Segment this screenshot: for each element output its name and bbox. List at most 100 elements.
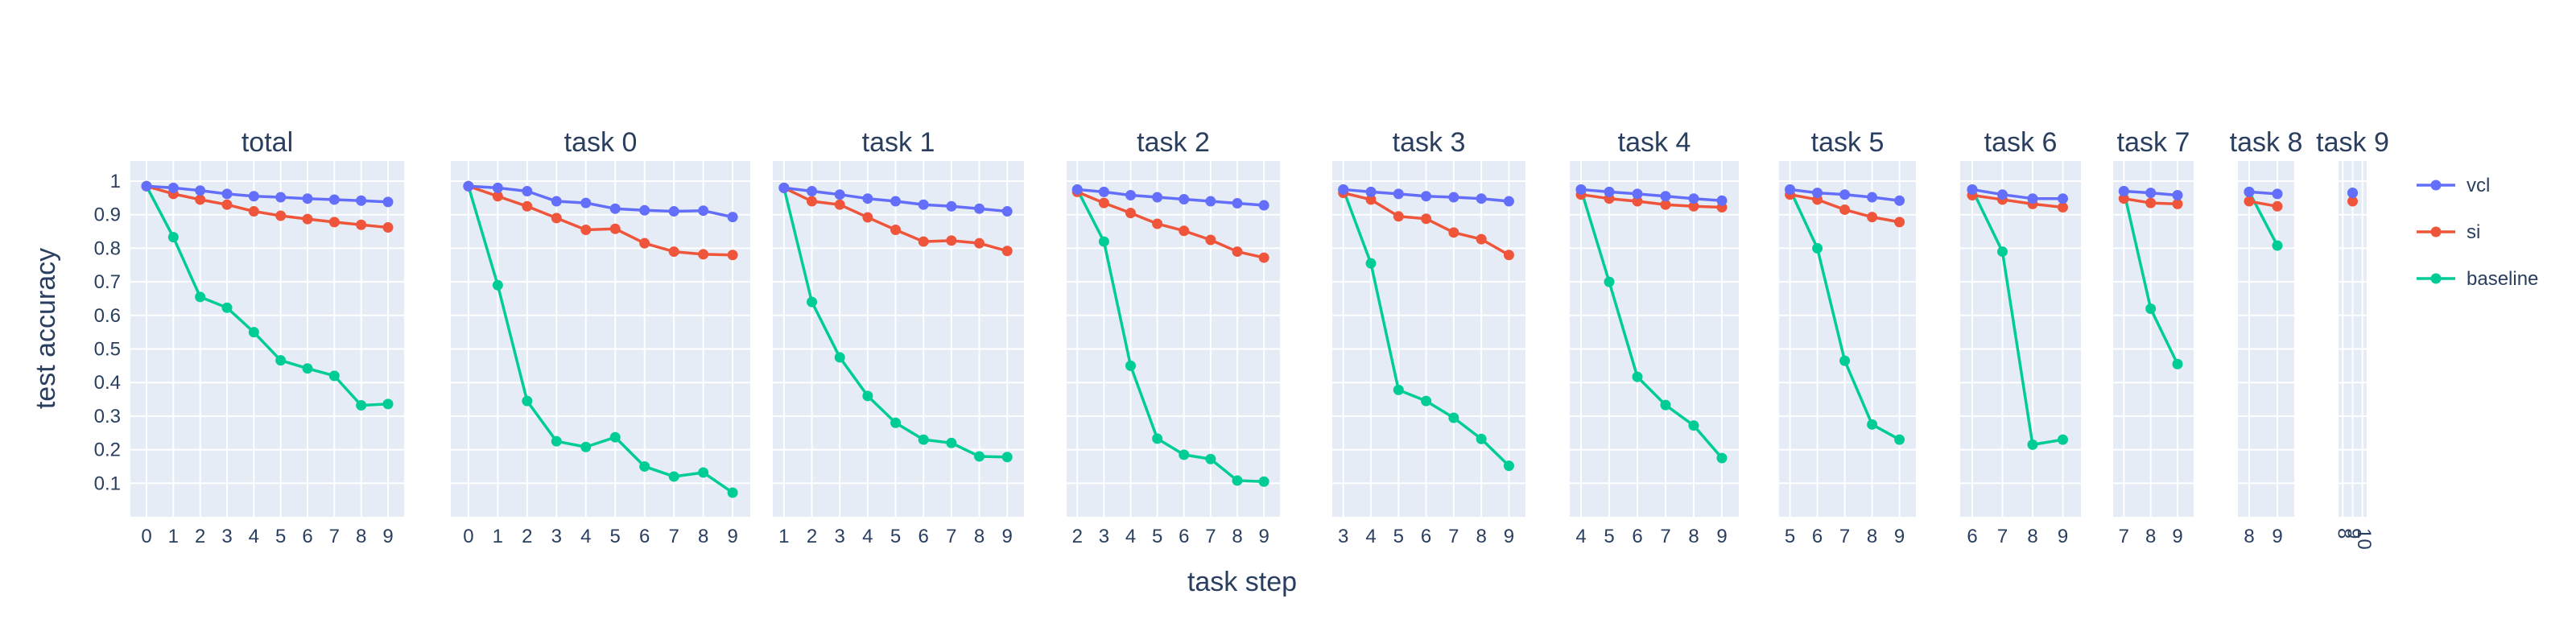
panel-5: 4 5 6 7 8 9 task 4	[1570, 127, 1739, 547]
panel-9: 8 9 task 8	[2230, 127, 2303, 547]
legend-item-baseline[interactable]: baseline	[2417, 268, 2538, 290]
data-point-vcl	[1967, 184, 1978, 195]
data-point-si	[2058, 202, 2068, 213]
data-point-vcl	[1125, 190, 1136, 201]
data-point-baseline	[609, 431, 621, 443]
data-point-vcl	[1785, 184, 1796, 195]
x-tick-label: 5	[1604, 526, 1614, 547]
panel-title: task 9	[2316, 127, 2389, 158]
data-point-si	[492, 191, 503, 202]
data-point-vcl	[1867, 192, 1878, 203]
data-point-baseline	[2145, 303, 2157, 314]
panel-title: task 3	[1393, 127, 1466, 158]
y-tick-label: 0.2	[94, 440, 121, 461]
data-point-si	[1894, 217, 1905, 228]
data-point-baseline	[1716, 452, 1728, 464]
data-point-baseline	[302, 363, 313, 374]
y-tick-label: 1	[110, 171, 121, 192]
data-point-si	[356, 219, 367, 230]
x-tick-label: 7	[329, 526, 340, 547]
data-point-baseline	[698, 467, 709, 478]
data-point-si	[639, 237, 650, 249]
data-point-vcl	[698, 205, 709, 217]
data-point-vcl	[1716, 195, 1728, 206]
data-point-si	[1448, 227, 1459, 238]
data-point-baseline	[382, 398, 394, 410]
data-point-vcl	[1448, 192, 1459, 203]
data-point-vcl	[918, 199, 929, 210]
data-point-vcl	[890, 196, 902, 207]
y-tick-label: 0.7	[94, 271, 121, 293]
data-point-si	[1152, 218, 1163, 229]
x-tick-label: 3	[1099, 526, 1109, 547]
data-point-si	[328, 217, 340, 228]
data-point-vcl	[551, 196, 562, 207]
x-tick-label: 2	[195, 526, 205, 547]
data-point-vcl	[1071, 184, 1083, 195]
data-point-vcl	[1476, 193, 1487, 204]
series-line-si	[1971, 193, 2063, 209]
data-point-baseline	[1365, 258, 1377, 269]
x-tick-label: 9	[1894, 526, 1905, 547]
x-tick-label: 1	[168, 526, 179, 547]
x-tick-label: 6	[302, 526, 312, 547]
plot-background	[451, 161, 750, 517]
data-point-si	[1632, 196, 1643, 207]
data-point-vcl	[1365, 186, 1377, 197]
data-point-si	[918, 236, 929, 247]
legend: vcl si baseline	[2417, 175, 2538, 290]
x-tick-label: 9	[1716, 526, 1727, 547]
legend-item-si[interactable]: si	[2417, 221, 2480, 243]
y-tick-label: 0.9	[94, 204, 121, 226]
x-tick-label: 8	[1688, 526, 1699, 547]
panel-8: 7 8 9 task 7	[2113, 127, 2194, 547]
data-point-si	[1867, 212, 1878, 223]
series-line-baseline	[145, 185, 389, 407]
x-tick-label: 6	[1812, 526, 1823, 547]
x-tick-label: 9	[1258, 526, 1269, 547]
data-point-baseline	[1894, 434, 1905, 445]
legend-marker	[2430, 180, 2442, 191]
x-tick-label: 6	[1179, 526, 1189, 547]
panel-7: 6 7 8 9 task 6	[1960, 127, 2081, 547]
data-point-si	[834, 199, 845, 210]
x-tick-label: 9	[2272, 526, 2282, 547]
data-point-si	[1421, 213, 1432, 225]
x-tick-label: 7	[1448, 526, 1459, 547]
data-point-vcl	[221, 188, 233, 200]
data-point-baseline	[221, 302, 233, 313]
series-line-baseline	[1971, 188, 2063, 447]
data-point-vcl	[1232, 198, 1243, 209]
x-tick-label: 0	[463, 526, 473, 547]
x-tick-label: 3	[551, 526, 562, 547]
legend-item-vcl[interactable]: vcl	[2417, 175, 2490, 196]
data-point-baseline	[580, 441, 592, 452]
data-point-si	[1393, 211, 1404, 222]
data-point-baseline	[1812, 242, 1823, 254]
data-point-vcl	[1894, 195, 1905, 206]
data-point-vcl	[609, 203, 621, 214]
series-line-vcl	[146, 184, 389, 204]
panel-1: 0 1 2 3 4 5 6 7 8 9 task 0	[451, 127, 750, 547]
data-point-si	[275, 210, 287, 221]
x-tick-label: 7	[1660, 526, 1670, 547]
data-point-baseline	[1152, 433, 1163, 444]
data-point-vcl	[1098, 186, 1109, 197]
data-point-si	[2244, 196, 2255, 207]
x-tick-label: 4	[1125, 526, 1136, 547]
data-point-si	[2172, 198, 2183, 209]
x-tick-label: 7	[668, 526, 679, 547]
panel-2: 1 2 3 4 5 6 7 8 9 task 1	[773, 127, 1024, 547]
data-point-vcl	[1152, 192, 1163, 203]
data-point-baseline	[167, 232, 179, 243]
data-point-vcl	[862, 193, 873, 204]
data-point-vcl	[356, 195, 367, 206]
y-tick-label: 0.1	[94, 473, 121, 494]
data-point-si	[1179, 225, 1190, 237]
panel-title: task 6	[1984, 127, 2058, 158]
data-point-si	[1660, 199, 1671, 210]
data-point-si	[698, 249, 709, 260]
series-line-baseline	[1075, 188, 1265, 483]
data-point-baseline	[1997, 246, 2008, 258]
